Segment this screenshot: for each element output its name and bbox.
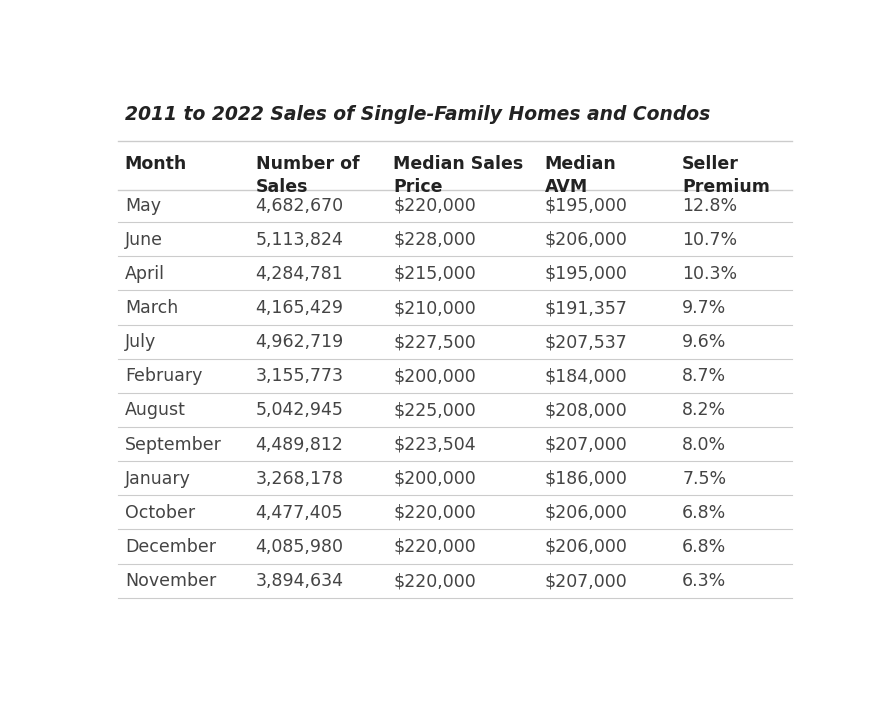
Text: 6.8%: 6.8% [682,504,726,522]
Text: 3,155,773: 3,155,773 [256,368,344,385]
Text: $223,504: $223,504 [393,435,476,453]
Text: August: August [124,401,186,420]
Text: 6.8%: 6.8% [682,538,726,556]
Text: 2011 to 2022 Sales of Single-Family Homes and Condos: 2011 to 2022 Sales of Single-Family Home… [124,105,710,124]
Text: $208,000: $208,000 [544,401,627,420]
Text: $206,000: $206,000 [544,231,628,249]
Text: $191,357: $191,357 [544,299,628,317]
Text: $207,000: $207,000 [544,435,627,453]
Text: 5,042,945: 5,042,945 [256,401,344,420]
Text: 7.5%: 7.5% [682,470,726,488]
Text: 8.2%: 8.2% [682,401,726,420]
Text: Median
AVM: Median AVM [544,154,616,195]
Text: $220,000: $220,000 [393,572,476,590]
Text: March: March [124,299,178,317]
Text: $220,000: $220,000 [393,538,476,556]
Text: February: February [124,368,202,385]
Text: 4,477,405: 4,477,405 [256,504,343,522]
Text: 4,165,429: 4,165,429 [256,299,344,317]
Text: $228,000: $228,000 [393,231,476,249]
Text: 5,113,824: 5,113,824 [256,231,344,249]
Text: September: September [124,435,222,453]
Text: $227,500: $227,500 [393,333,476,351]
Text: 10.7%: 10.7% [682,231,737,249]
Text: 9.7%: 9.7% [682,299,726,317]
Text: 3,894,634: 3,894,634 [256,572,344,590]
Text: $200,000: $200,000 [393,470,476,488]
Text: April: April [124,265,165,283]
Text: July: July [124,333,156,351]
Text: 12.8%: 12.8% [682,197,737,214]
Text: 4,682,670: 4,682,670 [256,197,344,214]
Text: $210,000: $210,000 [393,299,476,317]
Text: 8.7%: 8.7% [682,368,726,385]
Text: June: June [124,231,163,249]
Text: Month: Month [124,154,187,172]
Text: Seller
Premium: Seller Premium [682,154,770,195]
Text: $225,000: $225,000 [393,401,476,420]
Text: $184,000: $184,000 [544,368,627,385]
Text: December: December [124,538,216,556]
Text: 8.0%: 8.0% [682,435,726,453]
Text: $207,000: $207,000 [544,572,627,590]
Text: $207,537: $207,537 [544,333,627,351]
Text: $195,000: $195,000 [544,265,628,283]
Text: Number of
Sales: Number of Sales [256,154,359,195]
Text: May: May [124,197,161,214]
Text: 10.3%: 10.3% [682,265,737,283]
Text: October: October [124,504,194,522]
Text: $206,000: $206,000 [544,538,628,556]
Text: 4,284,781: 4,284,781 [256,265,344,283]
Text: $200,000: $200,000 [393,368,476,385]
Text: $206,000: $206,000 [544,504,628,522]
Text: 6.3%: 6.3% [682,572,726,590]
Text: January: January [124,470,191,488]
Text: $186,000: $186,000 [544,470,628,488]
Text: $220,000: $220,000 [393,504,476,522]
Text: $195,000: $195,000 [544,197,628,214]
Text: Median Sales
Price: Median Sales Price [393,154,523,195]
Text: 4,962,719: 4,962,719 [256,333,344,351]
Text: $215,000: $215,000 [393,265,476,283]
Text: 4,489,812: 4,489,812 [256,435,344,453]
Text: 9.6%: 9.6% [682,333,726,351]
Text: $220,000: $220,000 [393,197,476,214]
Text: November: November [124,572,216,590]
Text: 4,085,980: 4,085,980 [256,538,344,556]
Text: 3,268,178: 3,268,178 [256,470,344,488]
